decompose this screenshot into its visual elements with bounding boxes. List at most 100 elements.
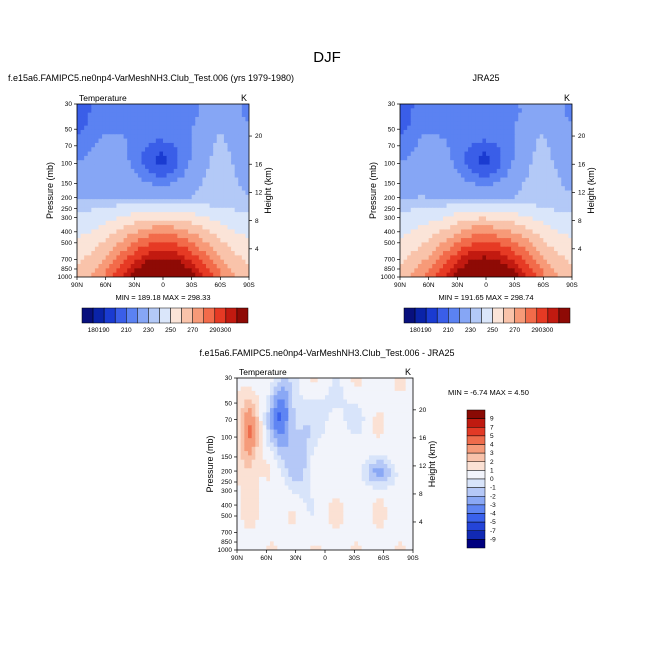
contour-cell [453, 251, 458, 256]
contour-cell [102, 212, 107, 218]
contour-cell [478, 134, 484, 140]
contour-cell [166, 242, 171, 248]
contour-cell [77, 142, 82, 148]
contour-cell [493, 125, 498, 131]
contour-cell [443, 177, 448, 183]
contour-cell [564, 160, 570, 166]
contour-cell [417, 220, 423, 226]
contour-cell [521, 121, 527, 127]
contour-cell [394, 399, 399, 405]
contour-cell [123, 121, 128, 127]
contour-cell [123, 194, 128, 200]
contour-cell [245, 233, 249, 239]
contour-cell [191, 242, 196, 248]
contour-cell [209, 108, 214, 114]
contour-cell [137, 134, 143, 140]
contour-cell [188, 220, 193, 226]
contour-cell [525, 142, 530, 148]
contour-cell [237, 399, 242, 405]
contour-cell [400, 147, 405, 153]
contour-cell [503, 151, 509, 157]
contour-cell [120, 104, 125, 109]
contour-cell [400, 212, 405, 218]
contour-cell [98, 121, 103, 127]
contour-cell [227, 272, 232, 277]
contour-cell [446, 207, 451, 213]
contour-cell [486, 242, 491, 248]
contour-cell [372, 421, 377, 426]
contour-cell [180, 225, 186, 231]
contour-cell [343, 408, 348, 413]
contour-cell [170, 121, 175, 127]
contour-cell [532, 121, 537, 127]
contour-cell [443, 181, 448, 187]
contour-cell [198, 220, 204, 226]
contour-cell [262, 442, 267, 448]
contour-cell [234, 151, 239, 157]
contour-cell [486, 138, 491, 144]
contour-cell [482, 220, 487, 226]
contour-cell [414, 233, 419, 239]
contour-cell [127, 147, 132, 153]
contour-cell [314, 416, 319, 422]
contour-cell [306, 412, 311, 418]
contour-cell [98, 238, 103, 243]
contour-cell [134, 233, 139, 239]
contour-cell [270, 442, 275, 448]
contour-cell [130, 225, 135, 231]
contour-cell [554, 168, 559, 174]
contour-cell [105, 177, 110, 183]
y-axis-label-model: Pressure (mb) [45, 162, 55, 219]
contour-cell [284, 433, 289, 439]
contour-cell [295, 442, 300, 448]
contour-cell [400, 164, 405, 170]
contour-cell [191, 129, 196, 135]
contour-cell [460, 134, 466, 140]
contour-cell [525, 229, 530, 235]
contour-cell [478, 199, 484, 205]
contour-cell [137, 181, 143, 187]
contour-cell [277, 395, 282, 401]
contour-cell [439, 238, 444, 243]
contour-cell [402, 421, 407, 426]
contour-cell [241, 268, 247, 274]
contour-cell [234, 216, 239, 222]
contour-cell [328, 386, 333, 392]
contour-cell [166, 238, 171, 243]
contour-cell [206, 138, 211, 144]
contour-cell [568, 164, 572, 170]
contour-cell [120, 116, 125, 122]
contour-cell [91, 220, 96, 226]
contour-cell [428, 268, 433, 274]
contour-cell [564, 225, 570, 231]
contour-cell [387, 416, 392, 422]
contour-cell [503, 160, 509, 166]
contour-cell [195, 138, 200, 144]
contour-cell [180, 125, 186, 131]
contour-cell [471, 116, 476, 122]
contour-cell [137, 233, 143, 239]
contour-cell [468, 147, 473, 153]
contour-cell [468, 177, 473, 183]
contour-cell [321, 421, 326, 426]
contour-cell [532, 125, 537, 131]
contour-cell [500, 164, 505, 170]
contour-cell [130, 108, 135, 114]
contour-cell [543, 207, 548, 213]
contour-cell [152, 220, 157, 226]
contour-cell [493, 186, 498, 192]
contour-cell [439, 116, 444, 122]
contour-cell [446, 238, 451, 243]
contour-cell [191, 190, 196, 196]
contour-cell [518, 108, 523, 114]
contour-cell [220, 259, 225, 265]
contour-cell [410, 138, 415, 144]
contour-cell [94, 233, 100, 239]
contour-cell [216, 164, 221, 170]
contour-cell [145, 125, 150, 131]
contour-cell [295, 459, 300, 465]
contour-cell [270, 386, 275, 392]
contour-cell [248, 382, 253, 388]
contour-cell [400, 272, 405, 277]
contour-cell [383, 459, 388, 465]
